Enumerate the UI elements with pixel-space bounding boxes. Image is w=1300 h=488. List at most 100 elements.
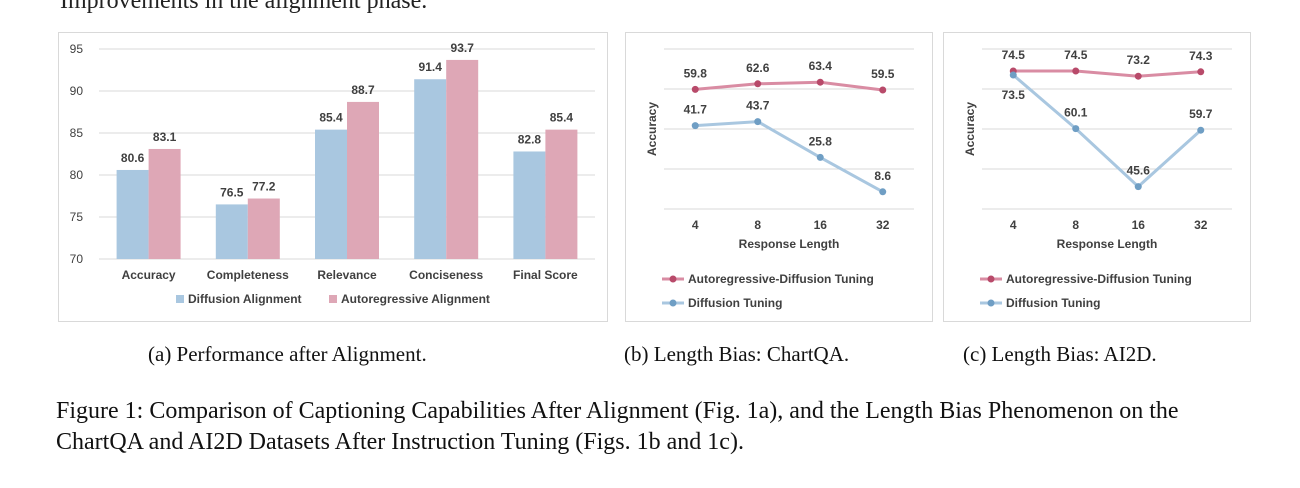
data-point — [691, 85, 699, 93]
legend-marker — [669, 299, 677, 307]
x-tick-label: 32 — [1194, 218, 1208, 232]
data-label: 74.5 — [1002, 48, 1026, 62]
x-tick-label: 8 — [754, 218, 761, 232]
legend-label: Autoregressive-Diffusion Tuning — [1006, 272, 1192, 286]
data-point — [754, 80, 762, 88]
data-label: 62.6 — [746, 61, 770, 75]
series-line — [695, 120, 884, 194]
x-tick-label: Conciseness — [409, 268, 483, 282]
x-tick-label: Relevance — [317, 268, 377, 282]
y-axis-label: Accuracy — [963, 102, 977, 156]
legend-swatch — [176, 295, 184, 303]
clipped-top-text: Improvements in the alignment phase. — [60, 0, 428, 14]
data-label: 59.8 — [684, 66, 708, 80]
series-line — [1013, 69, 1201, 78]
x-tick-label: Final Score — [513, 268, 578, 282]
x-axis-label: Response Length — [739, 237, 840, 251]
data-point — [879, 188, 887, 196]
legend-marker — [987, 299, 995, 307]
data-label: 41.7 — [684, 103, 708, 117]
data-label: 63.4 — [809, 59, 833, 73]
y-tick-label: 70 — [70, 252, 84, 266]
data-label: 59.5 — [871, 67, 895, 81]
bar — [247, 198, 280, 259]
y-tick-label: 75 — [70, 210, 84, 224]
data-label: 80.6 — [121, 151, 145, 165]
data-label: 8.6 — [874, 169, 891, 183]
x-tick-label: 16 — [814, 218, 828, 232]
panel-b: 4 8 16 32 Response Length Accuracy 59.8 62.6 63.… — [625, 32, 933, 322]
bar — [148, 148, 181, 259]
data-point — [816, 153, 824, 161]
x-tick-label: 16 — [1132, 218, 1146, 232]
y-tick-label: 95 — [70, 42, 84, 56]
y-tick-label: 85 — [70, 126, 84, 140]
legend-marker — [669, 275, 677, 283]
data-label: 74.3 — [1189, 49, 1213, 63]
bar — [446, 59, 479, 259]
data-label: 77.2 — [252, 180, 276, 194]
bar — [215, 204, 248, 259]
data-label: 85.4 — [319, 111, 343, 125]
data-label: 76.5 — [220, 185, 244, 199]
x-tick-label: 8 — [1072, 218, 1079, 232]
data-point — [1134, 183, 1142, 191]
data-label: 73.2 — [1127, 53, 1151, 67]
panel-c: 4 8 16 32 Response Length Accuracy 74.5 74.5 73.… — [943, 32, 1251, 322]
x-tick-label: Accuracy — [122, 268, 176, 282]
figure-caption: Figure 1: Comparison of Captioning Capab… — [56, 398, 1179, 455]
bar — [116, 169, 149, 259]
data-point — [1072, 125, 1080, 133]
data-label: 59.7 — [1189, 107, 1213, 121]
data-label: 88.7 — [351, 83, 375, 97]
legend-label: Diffusion Alignment — [188, 292, 302, 306]
bar — [315, 129, 347, 259]
legend-label: Autoregressive Alignment — [341, 292, 490, 306]
y-tick-label: 80 — [70, 168, 84, 182]
panel-a: 70 75 80 85 90 95 80.6 83.1 Accuracy 76.5 77.2 Comp… — [58, 32, 608, 322]
bar-chart: 70 75 80 85 90 95 80.6 83.1 Accuracy 76.5 77.2 Comp… — [70, 41, 595, 306]
data-label: 74.5 — [1064, 48, 1088, 62]
subcaption-b: (b) Length Bias: ChartQA. — [624, 342, 850, 366]
legend-marker — [987, 275, 995, 283]
x-tick-label: 32 — [876, 218, 890, 232]
x-tick-label: 4 — [692, 218, 699, 232]
data-point — [754, 118, 762, 126]
data-point — [879, 86, 887, 94]
line-chart-chartqa: 4 8 16 32 Response Length Accuracy 59.8 62.6 63.… — [645, 48, 914, 310]
x-tick-label: Completeness — [207, 268, 289, 282]
series-line — [1012, 73, 1202, 189]
data-label: 82.8 — [518, 132, 542, 146]
data-label: 43.7 — [746, 99, 770, 113]
x-tick-label: 4 — [1010, 218, 1017, 232]
y-axis-label: Accuracy — [645, 102, 659, 156]
data-label: 45.6 — [1127, 164, 1151, 178]
data-label: 85.4 — [550, 111, 574, 125]
series-line — [695, 80, 883, 92]
legend-label: Diffusion Tuning — [1006, 296, 1100, 310]
data-point — [816, 78, 824, 86]
subcaption-c: (c) Length Bias: AI2D. — [963, 342, 1157, 366]
data-point — [691, 122, 699, 130]
y-tick-label: 90 — [70, 84, 84, 98]
bar — [414, 79, 447, 259]
x-axis-label: Response Length — [1057, 237, 1158, 251]
data-label: 25.8 — [809, 134, 833, 148]
data-point — [1134, 72, 1142, 80]
data-point — [1072, 67, 1080, 75]
data-label: 73.5 — [1002, 88, 1026, 102]
line-chart-ai2d: 4 8 16 32 Response Length Accuracy 74.5 74.5 73.… — [963, 48, 1232, 310]
bar — [545, 129, 578, 259]
legend-swatch — [329, 295, 337, 303]
legend-label: Diffusion Tuning — [688, 296, 782, 310]
data-point — [1197, 68, 1205, 76]
subcaption-a: (a) Performance after Alignment. — [148, 342, 427, 366]
data-label: 83.1 — [153, 130, 177, 144]
data-label: 93.7 — [451, 41, 475, 55]
legend-label: Autoregressive-Diffusion Tuning — [688, 272, 874, 286]
bar — [513, 151, 546, 259]
data-label: 91.4 — [419, 60, 443, 74]
data-point — [1009, 71, 1017, 79]
bar — [347, 101, 379, 259]
data-point — [1197, 126, 1205, 134]
